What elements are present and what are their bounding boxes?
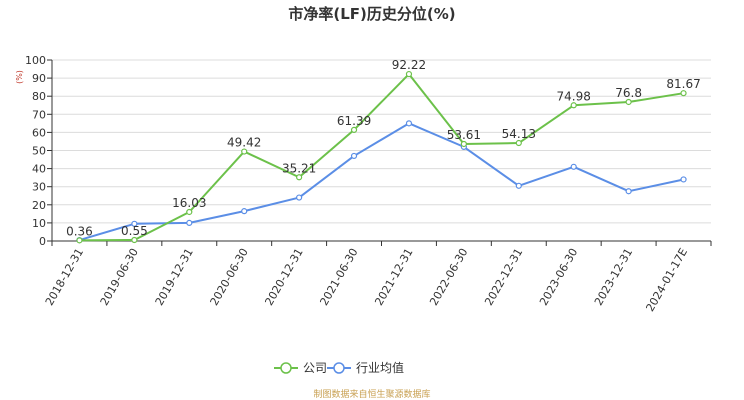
legend-marker[interactable] — [333, 362, 345, 374]
data-label: 54.13 — [502, 127, 536, 141]
data-point[interactable] — [405, 70, 413, 78]
data-label: 76.8 — [615, 86, 642, 100]
y-tick-label: 70 — [32, 108, 46, 121]
x-tick-label: 2021-12-31 — [372, 246, 415, 308]
data-point[interactable] — [76, 237, 83, 244]
data-point[interactable] — [515, 182, 522, 189]
data-point[interactable] — [405, 120, 413, 127]
legend-label[interactable]: 行业均值 — [356, 360, 404, 375]
series-line — [79, 73, 684, 242]
data-labels: 0.36 0.55 16.03 49.42 35.21 61.39 92.22 53.61 54… — [66, 58, 701, 238]
legend[interactable]: 公司 行业均值 — [274, 360, 404, 375]
data-point[interactable] — [680, 90, 687, 97]
data-point[interactable] — [570, 163, 577, 170]
legend-label[interactable]: 公司 — [303, 361, 327, 375]
y-tick-label: 10 — [32, 217, 46, 230]
data-label: 16.03 — [172, 196, 206, 210]
y-tick-label: 80 — [32, 90, 46, 103]
data-point[interactable] — [625, 98, 632, 106]
data-point[interactable] — [296, 174, 303, 181]
x-tick-label: 2020-06-30 — [208, 246, 251, 308]
data-point[interactable] — [515, 139, 522, 147]
data-label: 61.39 — [337, 114, 371, 128]
y-tick-label: 90 — [32, 72, 46, 85]
data-point[interactable] — [241, 148, 248, 155]
axes: 0 10 20 30 40 50 60 70 80 90 100 2018-12-31 2019-06-… — [25, 54, 712, 314]
data-point[interactable] — [296, 194, 303, 201]
x-tick-label: 2018-12-31 — [43, 246, 86, 308]
data-point[interactable] — [186, 219, 193, 226]
legend-marker[interactable] — [280, 362, 292, 374]
x-tick-label: 2020-12-31 — [262, 246, 305, 308]
data-point[interactable] — [186, 208, 193, 216]
data-label: 53.61 — [447, 128, 481, 142]
chart-title: 市净率(LF)历史分位(%) — [288, 5, 455, 23]
y-tick-label: 20 — [32, 199, 46, 212]
x-tick-label: 2023-06-30 — [537, 246, 580, 308]
data-point[interactable] — [625, 188, 632, 195]
x-tick-label: 2022-12-31 — [482, 246, 525, 308]
data-point[interactable] — [460, 140, 467, 148]
data-point[interactable] — [350, 152, 358, 160]
y-tick-label: 0 — [39, 235, 46, 248]
data-source-note: 制图数据来自恒生聚源数据库 — [313, 388, 430, 400]
data-label: 74.98 — [557, 89, 591, 103]
y-tick-label: 40 — [32, 163, 46, 176]
series-line — [79, 122, 684, 242]
x-tick-label: 2024-01-17E — [643, 246, 690, 314]
grid-lines — [52, 59, 711, 224]
x-tick-label: 2021-06-30 — [317, 246, 360, 308]
data-label: 81.67 — [666, 77, 700, 91]
y-tick-label: 50 — [32, 145, 46, 158]
data-label: 49.42 — [227, 136, 261, 150]
data-point[interactable] — [350, 126, 358, 133]
x-tick-label: 2019-06-30 — [98, 246, 141, 308]
data-label: 0.36 — [66, 224, 93, 238]
data-point[interactable] — [131, 220, 138, 227]
y-tick-label: 30 — [32, 181, 46, 194]
data-point[interactable] — [131, 236, 138, 244]
data-point[interactable] — [680, 176, 687, 183]
data-label: 0.55 — [121, 224, 148, 238]
x-tick-label: 2022-06-30 — [427, 246, 470, 308]
series-layer — [76, 70, 687, 244]
x-tick-label: 2019-12-31 — [153, 246, 196, 308]
y-tick-label: 60 — [32, 126, 46, 139]
x-tick-label: 2023-12-31 — [592, 246, 635, 308]
y-tick-label: 100 — [25, 54, 46, 67]
data-point[interactable] — [241, 208, 248, 215]
data-label: 35.21 — [282, 161, 316, 175]
data-point[interactable] — [570, 102, 577, 109]
y-axis-unit-label: (%) — [15, 70, 24, 84]
data-label: 92.22 — [392, 58, 426, 72]
